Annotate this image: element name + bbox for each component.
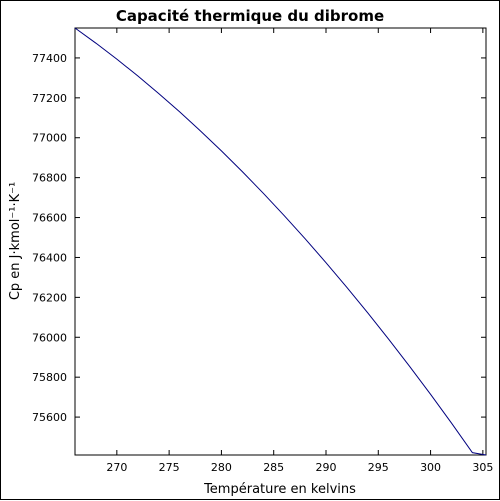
y-tick-label: 76200: [32, 291, 67, 304]
y-tick-label: 77200: [32, 92, 67, 105]
y-tick-label: 76600: [32, 212, 67, 225]
x-tick-label: 285: [263, 461, 284, 474]
x-tick-label: 300: [420, 461, 441, 474]
series-line-cp: [74, 27, 487, 456]
chart-title: Capacité thermique du dibrome: [116, 7, 384, 25]
y-tick-label: 75800: [32, 371, 67, 384]
y-tick-label: 76000: [32, 331, 67, 344]
x-tick-label: 295: [368, 461, 389, 474]
y-tick-label: 76400: [32, 251, 67, 264]
x-tick-label: 305: [472, 461, 493, 474]
y-tick-label: 77400: [32, 52, 67, 65]
x-tick-label: 280: [211, 461, 232, 474]
x-axis: 270 275 280 285 290 295 300 305: [106, 28, 493, 474]
x-tick-label: 270: [106, 461, 127, 474]
plot-area: [74, 27, 487, 456]
x-tick-label: 275: [159, 461, 180, 474]
x-axis-label: Température en kelvins: [203, 482, 356, 497]
y-tick-label: 76800: [32, 172, 67, 185]
y-axis: 75600 75800 76000 76200 76400 76600 76800 77000…: [32, 52, 486, 424]
y-tick-label: 77000: [32, 132, 67, 145]
y-tick-label: 75600: [32, 411, 67, 424]
y-axis-label: Cp en J·kmol⁻¹·K⁻¹: [8, 182, 23, 300]
x-tick-label: 290: [315, 461, 336, 474]
